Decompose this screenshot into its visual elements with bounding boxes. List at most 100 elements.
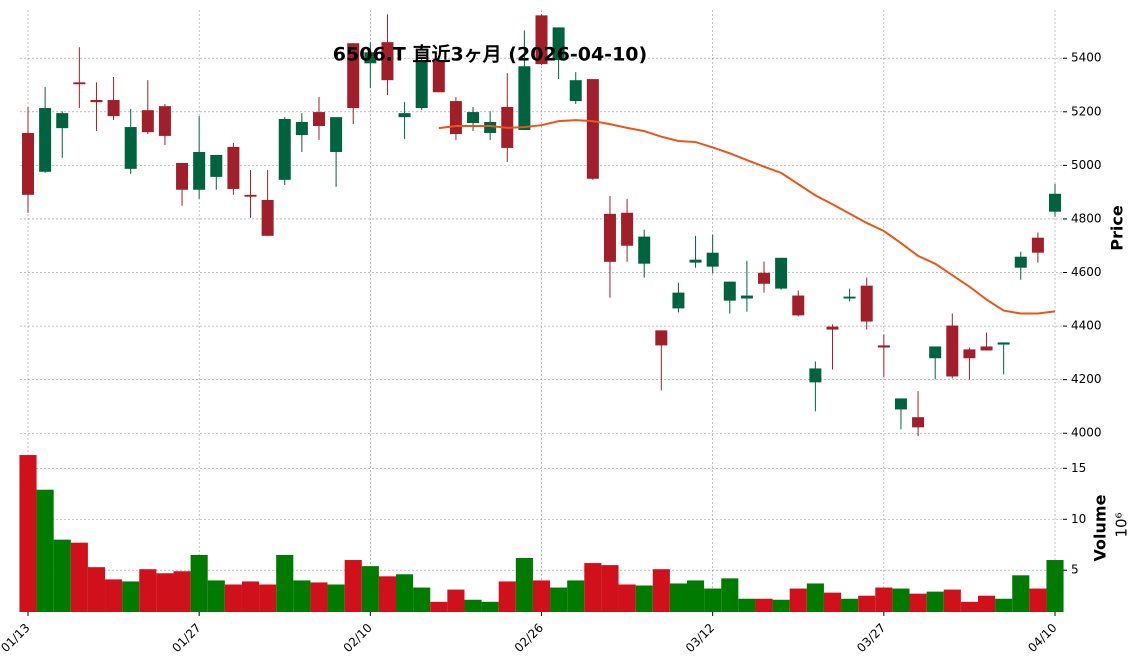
volume-bar xyxy=(1029,588,1047,612)
candle-body xyxy=(655,330,668,346)
volume-bar xyxy=(806,583,824,612)
volume-bar xyxy=(909,593,927,612)
volume-bar xyxy=(686,580,705,612)
volume-bar xyxy=(1046,560,1064,612)
volume-bar xyxy=(669,583,687,612)
chart-title: 6506.T 直近3ヶ月 (2026-04-10) xyxy=(333,43,647,66)
candle-body xyxy=(432,60,445,93)
candle-body xyxy=(912,417,925,428)
volume-bar xyxy=(532,580,551,612)
candle-body xyxy=(210,154,223,177)
volume-bar xyxy=(841,598,859,612)
y-tick-label: 4800 xyxy=(1071,211,1102,225)
candle-body xyxy=(723,281,736,301)
candle-body xyxy=(39,108,52,172)
candle-body xyxy=(467,112,480,124)
x-tick-label: 03/12 xyxy=(683,621,717,655)
candle-body xyxy=(158,106,171,136)
candle-body xyxy=(73,82,86,85)
volume-tick-label: 5 xyxy=(1071,563,1079,577)
volume-bar xyxy=(584,563,602,612)
moving-average-line xyxy=(438,119,1056,315)
candle-body xyxy=(347,43,360,109)
volume-bar xyxy=(635,585,653,612)
volume-bar xyxy=(977,595,996,612)
candle-body xyxy=(672,292,685,309)
x-tick-label: 01/13 xyxy=(0,621,33,655)
volume-bar xyxy=(789,588,807,612)
candle-body xyxy=(689,259,702,263)
candle-body xyxy=(758,272,771,284)
y-tick-label: 4000 xyxy=(1071,426,1102,440)
y-tick-label: 4400 xyxy=(1071,319,1102,333)
volume-bar xyxy=(173,571,191,612)
volume-offset-label: 10⁶ xyxy=(1113,512,1131,537)
candle-body xyxy=(740,295,753,299)
volume-bar xyxy=(378,576,397,612)
candle-body xyxy=(107,100,120,117)
volume-bar xyxy=(224,584,242,612)
candle-body xyxy=(706,252,719,267)
y-tick-label: 5400 xyxy=(1071,51,1102,65)
volume-bar xyxy=(738,598,756,612)
volume-bar xyxy=(327,584,345,612)
volume-bar xyxy=(207,580,225,612)
volume-bar xyxy=(293,580,311,612)
volume-bar xyxy=(960,601,978,612)
candle-body xyxy=(261,199,274,236)
candle-body xyxy=(364,52,377,64)
candle-body xyxy=(603,213,616,262)
candle-body xyxy=(860,285,873,322)
candle-body xyxy=(398,113,411,118)
volume-bar xyxy=(344,560,362,612)
candle-body xyxy=(56,113,69,129)
volume-bar xyxy=(823,592,842,612)
volume-bar xyxy=(430,601,448,612)
x-tick-label: 02/26 xyxy=(512,621,546,655)
candle-body xyxy=(929,346,942,359)
volume-bar xyxy=(567,580,585,612)
candle-body xyxy=(980,346,993,351)
candle-body xyxy=(997,342,1010,345)
volume-bar xyxy=(943,589,961,612)
candle-body xyxy=(621,212,634,246)
candle-body xyxy=(124,127,137,169)
candle-body xyxy=(963,349,976,359)
x-tick-label: 03/27 xyxy=(854,621,888,655)
volume-bar xyxy=(87,567,106,612)
volume-axis-label: Volume xyxy=(1091,494,1110,561)
volume-bar xyxy=(618,584,636,612)
candle-body xyxy=(518,66,531,131)
volume-bar xyxy=(361,566,379,612)
candle-body xyxy=(894,398,907,410)
candle-body xyxy=(1049,193,1061,212)
candle-body xyxy=(312,112,325,126)
volume-bar xyxy=(498,581,516,612)
volume-bar xyxy=(858,595,876,612)
volume-bar xyxy=(310,582,328,612)
volume-bar xyxy=(772,599,790,612)
volume-bar xyxy=(241,581,260,612)
candle-body xyxy=(775,257,788,289)
candle-body xyxy=(22,132,34,195)
candle-body xyxy=(586,79,599,179)
volume-bar xyxy=(259,584,277,612)
volume-bar xyxy=(481,601,499,612)
candle-body xyxy=(90,100,103,103)
candle-body xyxy=(278,119,291,180)
volume-bar xyxy=(276,554,294,612)
volume-bar xyxy=(892,588,910,612)
candle-body xyxy=(638,236,651,264)
candle-body xyxy=(1014,256,1027,268)
candle-body xyxy=(381,42,394,81)
candle-body xyxy=(141,110,154,133)
volume-bar xyxy=(601,565,619,612)
volume-bar xyxy=(396,574,414,612)
volume-bar xyxy=(447,589,465,612)
volume-bar xyxy=(190,554,208,612)
volume-bar xyxy=(652,569,670,612)
volume-tick-label: 10 xyxy=(1071,512,1086,526)
volume-bar xyxy=(515,557,533,612)
candle-body xyxy=(227,146,240,189)
candle-body xyxy=(244,194,257,197)
